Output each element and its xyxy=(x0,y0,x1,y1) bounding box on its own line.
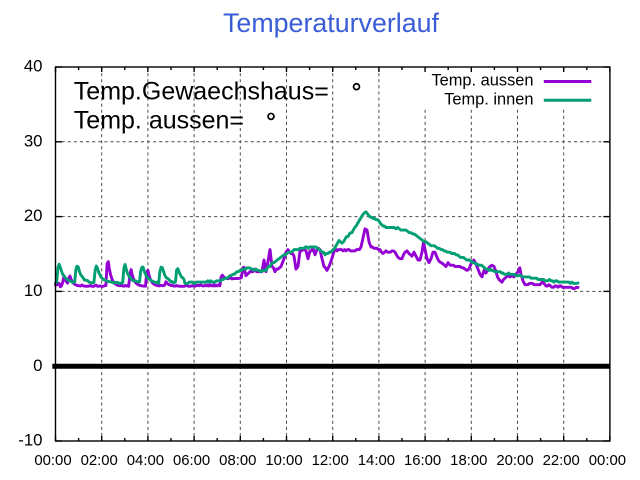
svg-text:00:00: 00:00 xyxy=(34,453,71,469)
svg-text:22:00: 22:00 xyxy=(543,453,580,469)
svg-text:-10: -10 xyxy=(18,431,42,450)
svg-text:Temp. innen: Temp. innen xyxy=(444,90,533,108)
svg-text:10:00: 10:00 xyxy=(265,453,302,469)
svg-text:Temperaturverlauf: Temperaturverlauf xyxy=(223,8,440,38)
svg-text:06:00: 06:00 xyxy=(173,453,210,469)
svg-text:14:00: 14:00 xyxy=(358,453,395,469)
svg-text:Temp. aussen=: Temp. aussen= xyxy=(74,107,244,135)
svg-text:18:00: 18:00 xyxy=(450,453,487,469)
svg-text:08:00: 08:00 xyxy=(219,453,256,469)
svg-text:12:00: 12:00 xyxy=(312,453,349,469)
svg-text:00:00: 00:00 xyxy=(589,453,626,469)
svg-text:20: 20 xyxy=(24,206,43,225)
svg-text:40: 40 xyxy=(24,57,43,76)
svg-text:10: 10 xyxy=(24,281,43,300)
svg-text:02:00: 02:00 xyxy=(81,453,118,469)
svg-text:0: 0 xyxy=(33,356,42,375)
svg-text:Temp.Gewaechshaus=: Temp.Gewaechshaus= xyxy=(74,78,329,106)
svg-text:20:00: 20:00 xyxy=(496,453,533,469)
svg-text:Temp. aussen: Temp. aussen xyxy=(431,72,533,90)
svg-text:30: 30 xyxy=(24,131,43,150)
svg-text:04:00: 04:00 xyxy=(127,453,164,469)
svg-text:16:00: 16:00 xyxy=(404,453,441,469)
